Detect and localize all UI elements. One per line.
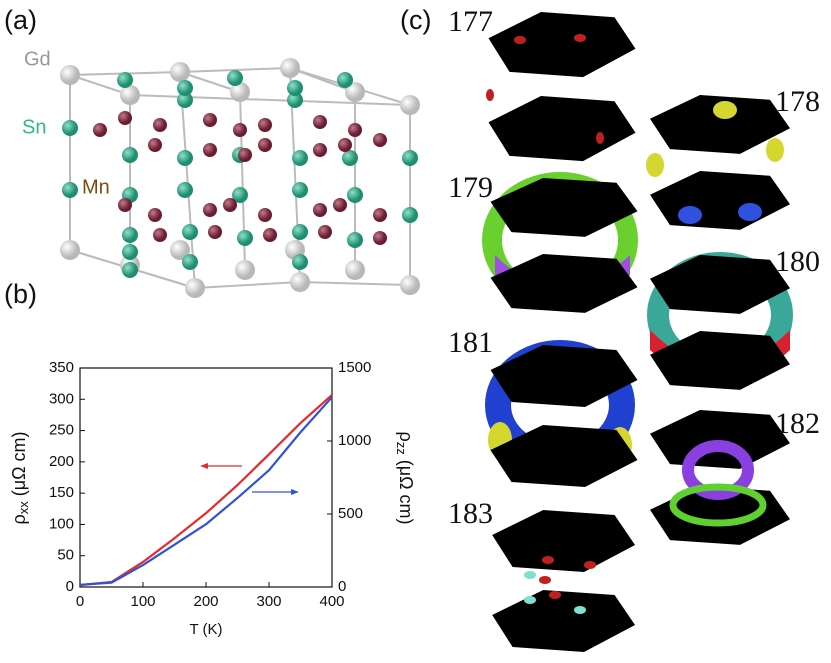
x-axis-label: T (K): [189, 621, 222, 638]
pocket: [524, 596, 536, 604]
label-part: xx: [16, 501, 31, 515]
pocket: [646, 153, 664, 177]
label-part: ρ: [9, 514, 29, 524]
x-tick-label: 400: [319, 593, 344, 610]
panel-label: (b): [4, 279, 37, 309]
atoms-sn: [62, 70, 418, 278]
arrow-head: [291, 489, 299, 495]
panel-label: (c): [400, 5, 431, 35]
pocket: [584, 561, 596, 569]
atom-label: Sn: [22, 116, 46, 138]
y2-tick-label: 500: [338, 505, 363, 522]
plot-frame: [79, 367, 333, 588]
atom-label: Mn: [82, 176, 110, 198]
y-tick-label: 150: [49, 484, 74, 501]
series-line: [79, 394, 333, 587]
fermi-surface: [486, 12, 636, 162]
y-tick-label: 100: [49, 515, 74, 532]
arrow-head: [200, 463, 208, 469]
label-part: zz: [394, 442, 409, 455]
pocket: [713, 101, 737, 119]
panel-label: (a): [4, 5, 37, 35]
pocket: [766, 138, 784, 162]
atoms-gd: [60, 58, 420, 298]
label-part: ρ: [396, 431, 416, 441]
band-label: 181: [448, 326, 493, 359]
pocket: [574, 34, 586, 42]
y2-axis-label: ρzz (μΩ cm): [394, 431, 417, 524]
sheet: [669, 483, 767, 527]
label-part: (μΩ cm): [396, 455, 416, 525]
atoms-mn: [93, 111, 387, 245]
y2-tick-label: 1000: [338, 432, 371, 449]
pocket: [678, 206, 702, 224]
band-label: 183: [448, 497, 493, 530]
fermi-surface: [492, 510, 635, 652]
sheet: [682, 440, 754, 500]
pocket: [514, 36, 526, 44]
x-tick-label: 100: [130, 593, 155, 610]
fermi-surface: [646, 95, 790, 230]
band-label: 177: [448, 5, 493, 38]
y-tick-label: 250: [49, 422, 74, 439]
fermi-surface: [647, 252, 793, 390]
prism: [492, 510, 635, 652]
y-tick-label: 350: [49, 359, 74, 376]
band-label: 179: [448, 171, 493, 204]
pocket: [486, 89, 494, 101]
band-label: 180: [775, 245, 820, 278]
series-line: [79, 396, 333, 586]
label-part: (μΩ cm): [9, 431, 29, 501]
x-tick-label: 300: [256, 593, 281, 610]
pocket: [542, 556, 554, 564]
pocket: [574, 606, 586, 614]
pocket: [738, 203, 762, 221]
fermi-surface: [650, 410, 790, 545]
pocket: [539, 576, 551, 584]
prism: [490, 178, 638, 313]
fermi-surface: [485, 340, 638, 487]
y-tick-label: 300: [49, 390, 74, 407]
x-tick-label: 0: [76, 593, 84, 610]
y2-tick-label: 1500: [338, 359, 371, 376]
band-label: 178: [775, 85, 820, 118]
fermi-surface: [482, 172, 638, 313]
y-axis-label: ρxx (μΩ cm): [9, 431, 32, 524]
prism: [488, 12, 636, 162]
pocket: [549, 591, 561, 599]
prism: [650, 255, 790, 390]
y-tick-label: 50: [57, 547, 74, 564]
x-tick-label: 200: [193, 593, 218, 610]
y-tick-label: 0: [66, 578, 74, 595]
y2-tick-label: 0: [338, 578, 346, 595]
atom-label: Gd: [24, 48, 51, 70]
band-label: 182: [775, 407, 820, 440]
pocket: [596, 132, 604, 144]
y-tick-label: 200: [49, 453, 74, 470]
pocket: [524, 571, 536, 579]
plot: 0 100 200 300 400050100150200250300350050010…: [49, 359, 371, 610]
